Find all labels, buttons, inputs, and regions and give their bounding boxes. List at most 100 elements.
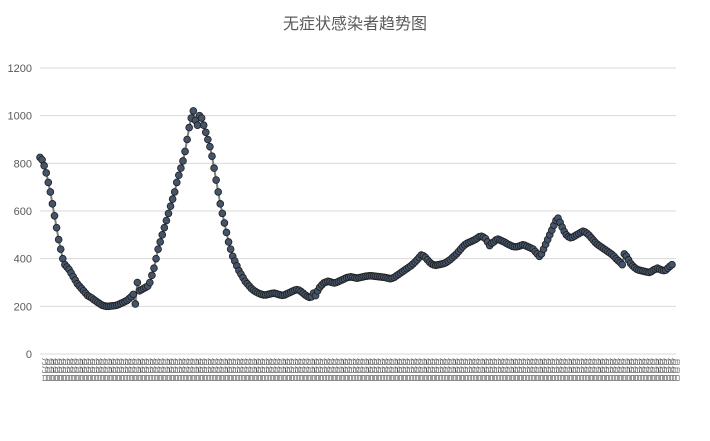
x-tick-label: 月月日 — [431, 358, 440, 382]
x-tick-label: 月月日 — [290, 358, 299, 382]
x-tick-label: 月月日 — [186, 358, 195, 382]
data-point — [146, 278, 154, 287]
x-tick-label: 月月日 — [360, 358, 369, 382]
x-tick-label: 月月日 — [455, 358, 464, 382]
data-point — [152, 254, 160, 263]
data-point — [164, 209, 173, 218]
x-tick-label: 月月日 — [62, 358, 71, 382]
x-tick-label: 月月日 — [642, 358, 651, 382]
data-point — [224, 238, 233, 246]
x-tick-label: 月月日 — [397, 358, 406, 382]
x-tick-label: 月月日 — [393, 358, 402, 382]
x-tick-label: 月月日 — [621, 358, 630, 382]
x-tick-label: 月月日 — [120, 358, 129, 382]
x-tick-label: 月月日 — [190, 358, 199, 382]
data-point — [199, 121, 208, 129]
x-tick-label: 月月日 — [107, 358, 116, 382]
data-point — [129, 290, 138, 299]
x-tick-label: 月月日 — [663, 358, 672, 382]
x-tick-label: 月月日 — [617, 358, 626, 382]
x-tick-label: 月月日 — [248, 358, 257, 382]
x-tick-label: 月月日 — [315, 358, 324, 382]
x-tick-label: 月月日 — [78, 358, 87, 382]
x-tick-label: 月月日 — [265, 358, 274, 382]
data-point — [170, 188, 179, 196]
x-tick-label: 月月日 — [182, 358, 191, 382]
data-point — [618, 260, 627, 269]
x-tick-label: 月月日 — [513, 358, 522, 382]
x-tick-label: 月月日 — [530, 358, 539, 382]
x-tick-label: 月月日 — [45, 358, 54, 382]
x-tick-label: 月月日 — [559, 358, 568, 382]
x-tick-label: 月月日 — [551, 358, 560, 382]
x-tick-label: 月月日 — [161, 358, 170, 382]
x-tick-label: 月月日 — [286, 358, 295, 382]
data-point — [154, 245, 162, 253]
x-tick-label: 月月日 — [422, 358, 431, 382]
data-point — [183, 135, 191, 144]
data-point — [52, 223, 61, 232]
x-tick-label: 月月日 — [518, 358, 527, 382]
x-tick-label: 月月日 — [323, 358, 332, 382]
y-tick-label: 1000 — [8, 111, 32, 123]
data-point — [148, 271, 156, 280]
x-tick-label: 月月日 — [140, 358, 149, 382]
x-tick-label: 月月日 — [70, 358, 79, 382]
x-tick-label: 月月日 — [592, 358, 601, 382]
x-tick-label: 月月日 — [596, 358, 605, 382]
x-tick-label: 月月日 — [464, 358, 473, 382]
data-point — [175, 171, 183, 180]
x-tick-label: 月月日 — [576, 358, 585, 382]
x-tick-label: 月月日 — [149, 358, 158, 382]
y-tick-label: 1200 — [8, 63, 32, 75]
x-tick-label: 月月日 — [542, 358, 551, 382]
data-point — [162, 216, 171, 225]
x-tick-label: 月月日 — [547, 358, 556, 382]
x-tick-label: 月月日 — [281, 358, 290, 382]
x-tick-label: 月月日 — [414, 358, 423, 382]
x-tick-label: 月月日 — [207, 358, 216, 382]
y-tick-label: 600 — [14, 206, 32, 218]
data-point — [204, 135, 212, 144]
x-tick-label: 月月日 — [497, 358, 506, 382]
x-tick-label: 月月日 — [418, 358, 427, 382]
data-point — [189, 107, 198, 115]
chart-title: 无症状感染者趋势图 — [282, 14, 427, 33]
data-point — [222, 228, 231, 237]
y-tick-label: 200 — [14, 301, 32, 313]
x-tick-label: 月月日 — [368, 358, 377, 382]
x-tick-label: 月月日 — [116, 358, 125, 382]
x-tick-label: 月月日 — [364, 358, 373, 382]
x-tick-label: 月月日 — [124, 358, 133, 382]
data-point — [208, 152, 216, 160]
x-axis-ticks: 月月日月月日月月日月月日月月日月月日月月日月月日月月日月月日月月日月月日月月日月… — [41, 358, 680, 382]
x-tick-label: 月月日 — [373, 358, 382, 382]
x-tick-label: 月月日 — [600, 358, 609, 382]
data-point — [668, 260, 676, 269]
x-tick-label: 月月日 — [269, 358, 278, 382]
x-tick-label: 月月日 — [385, 358, 394, 382]
data-point — [160, 223, 169, 232]
x-tick-label: 月月日 — [257, 358, 266, 382]
x-tick-label: 月月日 — [58, 358, 67, 382]
x-tick-label: 月月日 — [273, 358, 282, 382]
x-tick-label: 月月日 — [571, 358, 580, 382]
x-tick-label: 月月日 — [439, 358, 448, 382]
y-tick-label: 0 — [26, 349, 32, 361]
data-point — [185, 123, 193, 132]
x-tick-label: 月月日 — [91, 358, 100, 382]
data-point — [150, 264, 158, 273]
x-tick-label: 月月日 — [302, 358, 311, 382]
x-tick-label: 月月日 — [447, 358, 456, 382]
data-point — [201, 128, 210, 137]
x-tick-label: 月月日 — [555, 358, 564, 382]
x-tick-label: 月月日 — [613, 358, 622, 382]
x-tick-label: 月月日 — [460, 358, 469, 382]
data-point — [42, 169, 51, 177]
data-point — [210, 164, 218, 172]
x-tick-label: 月月日 — [82, 358, 91, 382]
x-tick-label: 月月日 — [232, 358, 241, 382]
data-point — [131, 300, 140, 308]
series-layer — [36, 107, 676, 311]
